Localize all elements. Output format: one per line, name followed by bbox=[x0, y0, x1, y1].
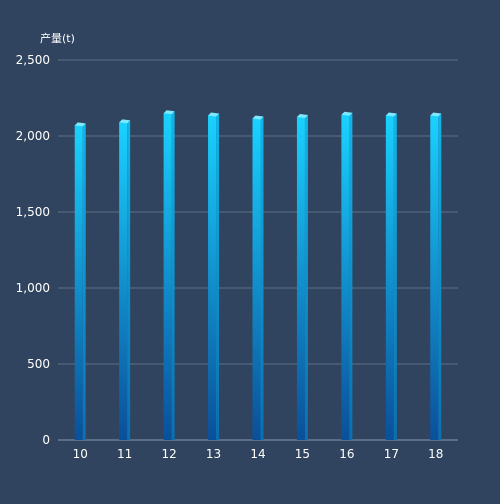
y-tick-label: 500 bbox=[27, 357, 50, 371]
bar-front bbox=[430, 115, 439, 440]
bar-side bbox=[349, 112, 353, 440]
bar-side bbox=[260, 116, 264, 441]
y-tick-label: 2,000 bbox=[16, 129, 50, 143]
x-tick-label: 17 bbox=[384, 447, 399, 461]
x-tick-label: 13 bbox=[206, 447, 221, 461]
y-tick-label: 1,000 bbox=[16, 281, 50, 295]
bar-front bbox=[341, 114, 350, 440]
bar-front bbox=[163, 113, 172, 440]
x-tick-label: 12 bbox=[161, 447, 176, 461]
y-tick-label: 1,500 bbox=[16, 205, 50, 219]
bar-cap bbox=[385, 112, 397, 117]
bar-12 bbox=[163, 110, 175, 440]
x-tick-label: 16 bbox=[339, 447, 354, 461]
bar-13 bbox=[208, 112, 220, 440]
bar-side bbox=[304, 115, 308, 440]
bar-front bbox=[296, 117, 305, 440]
bars-layer bbox=[74, 110, 442, 441]
bar-cap bbox=[163, 110, 175, 115]
bar-front bbox=[208, 115, 217, 440]
bar-side bbox=[216, 113, 220, 440]
x-tick-label: 11 bbox=[117, 447, 132, 461]
x-tick-label: 18 bbox=[428, 447, 443, 461]
bar-front bbox=[252, 118, 261, 441]
bar-11 bbox=[119, 119, 131, 440]
x-tick-label: 10 bbox=[73, 447, 88, 461]
bar-14 bbox=[252, 115, 264, 441]
x-tick-label: 14 bbox=[250, 447, 265, 461]
bar-front bbox=[119, 122, 128, 440]
bar-cap bbox=[252, 115, 264, 120]
bar-side bbox=[127, 120, 131, 440]
bar-side bbox=[82, 123, 86, 441]
bar-18 bbox=[430, 112, 442, 440]
bar-front bbox=[74, 125, 83, 441]
bar-cap bbox=[208, 112, 220, 117]
bar-side bbox=[438, 113, 442, 440]
bar-17 bbox=[385, 112, 397, 440]
bar-cap bbox=[119, 119, 131, 124]
x-tick-label: 15 bbox=[295, 447, 310, 461]
y-tick-label: 0 bbox=[42, 433, 50, 447]
bar-side bbox=[393, 113, 397, 440]
bar-cap bbox=[430, 112, 442, 117]
labels-layer: 0 500 1,000 1,500 2,000 2,500 10 11 12 13 14 15 16 17… bbox=[16, 53, 444, 461]
bar-cap bbox=[341, 111, 353, 116]
bar-cap bbox=[74, 122, 86, 127]
y-axis-title: 产量(t) bbox=[40, 31, 75, 45]
bar-16 bbox=[341, 111, 353, 440]
bar-front bbox=[385, 115, 394, 440]
bar-10 bbox=[74, 122, 86, 441]
bar-side bbox=[171, 111, 175, 440]
y-tick-label: 2,500 bbox=[16, 53, 50, 67]
bar-15 bbox=[296, 114, 308, 440]
bar-cap bbox=[296, 114, 308, 118]
